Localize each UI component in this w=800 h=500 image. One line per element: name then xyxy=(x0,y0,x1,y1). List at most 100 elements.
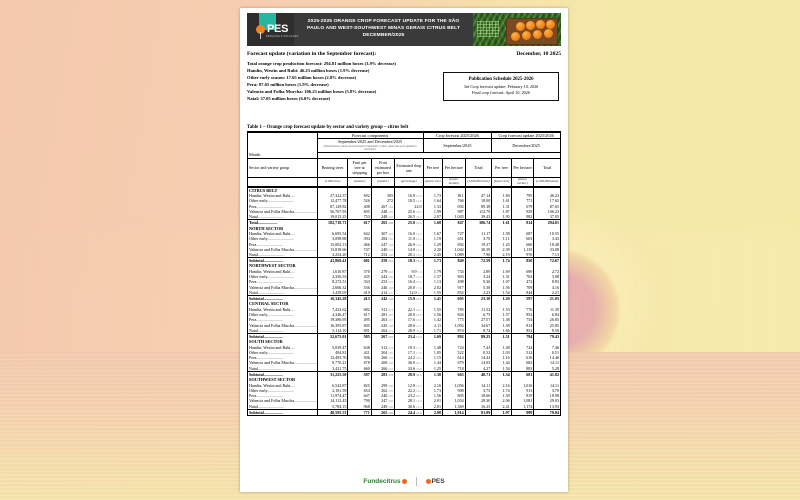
previous-value: 21.5 xyxy=(416,323,422,328)
previous-value: 24.0 xyxy=(416,209,422,214)
data-cell: 1,092 xyxy=(442,322,466,328)
header-group-crop-forecast-update: Crop forecast update 2025/2026 xyxy=(491,131,561,140)
table-section-header: NORTHWEST SECTOR xyxy=(247,263,561,269)
row-label: Natal.......................... xyxy=(247,327,318,334)
data-cell: 2.19 xyxy=(491,252,512,258)
col-dec-per-hectare: Per hectare xyxy=(510,158,535,178)
data-cell: 1.73 xyxy=(422,257,444,264)
previous-value: 7.4 xyxy=(417,269,422,274)
empty-cell xyxy=(422,225,444,232)
data-cell: 7.46 xyxy=(533,344,561,351)
row-label: Other early.......................... xyxy=(247,350,318,356)
empty-cell xyxy=(370,377,396,383)
data-cell: 1.56 xyxy=(422,312,444,318)
publication-schedule-line: 3rd Crop forecast update: February 10, 2… xyxy=(463,84,539,89)
table-header: Forecast components Crop forecast 2025/2… xyxy=(247,131,562,188)
row-label: Other early.......................... xyxy=(247,387,318,394)
unit-dec-total: (1,000,000 boxes) xyxy=(533,177,561,188)
section-name: CITRUS BELT xyxy=(247,186,318,194)
header-sub-december: December/2025 xyxy=(491,138,561,153)
data-cell: 267245 xyxy=(370,333,396,340)
previous-value: 20.6 xyxy=(416,318,422,323)
table-row: Valencia and Folha Murcha...............… xyxy=(247,284,561,290)
previous-value: 241 xyxy=(388,328,394,333)
row-label: Subtotal................... xyxy=(247,370,318,378)
data-cell: 892 xyxy=(442,333,466,340)
data-cell: 1,054 xyxy=(442,398,466,404)
previous-value: 267 xyxy=(388,313,394,318)
data-cell: 3.43 xyxy=(533,236,561,242)
empty-cell xyxy=(442,377,466,383)
col-dec-total: Total xyxy=(533,158,561,178)
header-month-label: Month xyxy=(247,152,318,159)
previous-value: 22.6 xyxy=(416,221,422,226)
previous-value: 255 xyxy=(388,388,394,393)
data-cell: 14.11 xyxy=(533,360,561,366)
data-cell: 262255 xyxy=(370,387,396,394)
empty-cell xyxy=(491,339,512,345)
orange-fruit-icon xyxy=(526,21,535,30)
empty-cell xyxy=(442,339,466,345)
data-cell: 17.65 xyxy=(533,198,561,204)
data-cell: 253224 xyxy=(370,279,396,285)
data-cell: 1.30 xyxy=(422,370,444,378)
report-banner: PES PESQUISA E SOLUCOES 2025-2026 ORANGE… xyxy=(247,13,561,46)
data-cell: 1.61 xyxy=(491,219,512,226)
previous-value: 15.4 xyxy=(416,259,422,264)
data-cell: 917 xyxy=(442,284,466,290)
data-cell: 2.11 xyxy=(422,322,444,328)
previous-value: 265 xyxy=(388,237,394,242)
empty-cell xyxy=(491,301,512,307)
data-cell: 5.28 xyxy=(533,365,561,372)
data-cell: 1.38 xyxy=(491,317,512,323)
previous-value: 17.6 xyxy=(416,351,422,356)
table-row: Hamlin, Westin and Rubi.... 6,542.87 825 29… xyxy=(247,382,561,388)
data-cell: 265258 xyxy=(370,219,396,226)
data-cell: 718 xyxy=(442,365,466,372)
row-label: Natal.......................... xyxy=(247,365,318,372)
data-cell: 727 xyxy=(442,231,466,237)
data-cell: 874 xyxy=(442,327,466,334)
data-cell: 1.13 xyxy=(422,279,444,285)
data-cell: 265268 xyxy=(370,408,396,417)
previous-value: 15.5 xyxy=(416,275,422,280)
grove-grid-texture xyxy=(477,21,499,37)
row-label: Subtotal................... xyxy=(247,295,318,302)
empty-cell xyxy=(533,301,561,307)
list-item: Total orange crop production forecast: 2… xyxy=(247,61,396,66)
data-cell: 724 xyxy=(442,344,466,351)
previous-value: 24.3 xyxy=(416,215,422,220)
publication-schedule-box: Publication Schedule 2025-2026 3rd Crop … xyxy=(443,72,559,101)
data-cell: 4.16 xyxy=(533,284,561,290)
table-section-header: SOUTH SECTOR xyxy=(247,339,561,345)
previous-value: 249 xyxy=(388,399,394,404)
data-cell: 8.50 xyxy=(533,327,561,334)
data-cell: 1.71 xyxy=(422,327,444,334)
table-row: Pera.......................... 15,002.13 4… xyxy=(247,241,561,247)
table-row: Hamlin, Westin and Rubi.... 5,039.47 638 31… xyxy=(247,344,561,351)
data-cell: 284265 xyxy=(370,236,396,242)
list-item: Hamlin, Westin and Rubi: 46.23 million b… xyxy=(247,67,370,73)
previous-value: 18.8 xyxy=(416,313,422,318)
data-cell: 79.43 xyxy=(533,333,561,340)
col-bearing-trees: Bearing trees xyxy=(316,158,349,178)
table-total-row: Total................... 182,718.73 617 265… xyxy=(247,219,561,226)
section-name: SOUTHWEST SECTOR xyxy=(247,377,318,383)
empty-cell xyxy=(491,225,512,232)
previous-value: 243 xyxy=(388,247,394,252)
table-row: Other early.......................... 2,3… xyxy=(247,274,561,280)
previous-value: 14.5 xyxy=(416,297,422,302)
table-row: Valencia and Folha Murcha...............… xyxy=(247,246,561,252)
data-cell: 1.54 xyxy=(491,365,512,372)
section-name: CENTRAL SECTOR xyxy=(247,301,318,307)
data-cell: 1.53 xyxy=(491,306,512,313)
previous-value: 17.6 xyxy=(416,285,422,290)
table-row: Other early.......................... 4,3… xyxy=(247,312,561,318)
row-label: Total................... xyxy=(247,219,318,226)
orange-dot-icon xyxy=(401,479,407,484)
previous-value: 314 xyxy=(388,345,394,350)
previous-value: 236 xyxy=(388,275,394,280)
previous-value: 20.7 xyxy=(416,394,422,399)
orange-fruit-icon xyxy=(516,22,525,31)
data-cell: 269249 xyxy=(370,360,396,366)
